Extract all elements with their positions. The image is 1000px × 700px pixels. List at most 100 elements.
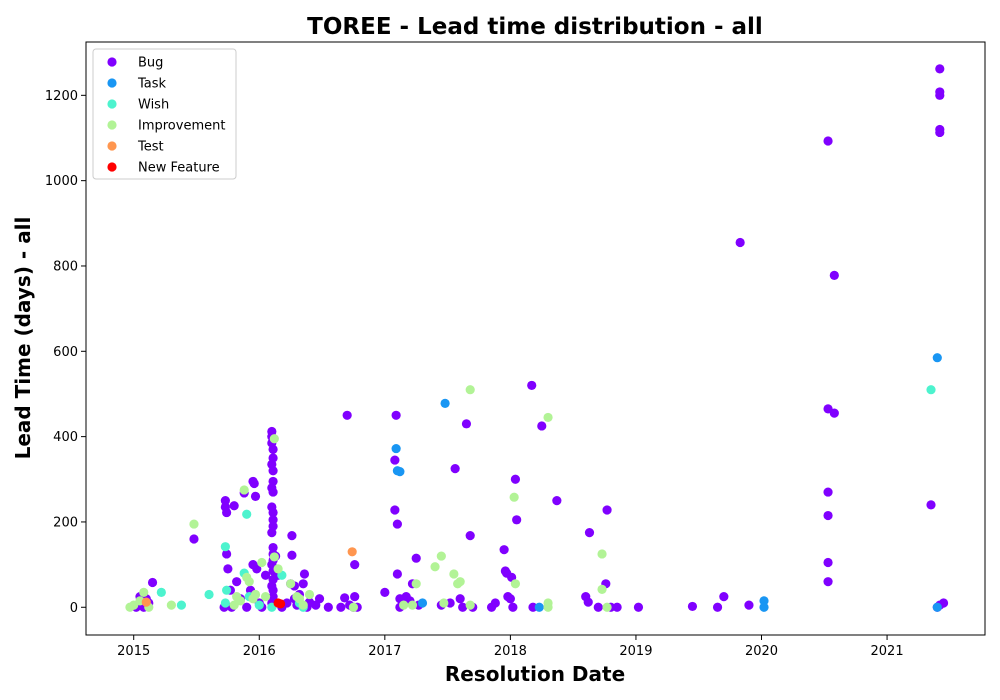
legend-label: New Feature [138,161,220,176]
data-point [391,410,401,420]
data-point [597,549,607,559]
data-point [250,491,261,501]
data-point [932,353,942,363]
data-point [512,515,522,525]
legend-marker [107,162,117,172]
data-point [399,600,409,610]
data-point [220,598,230,608]
legend-marker [107,141,117,151]
data-point [543,412,553,423]
data-point [286,579,296,589]
data-point [139,587,149,597]
data-point [508,602,518,612]
data-point [314,594,325,604]
data-point [823,136,833,146]
data-point [935,90,945,100]
data-point [430,562,440,572]
legend: Bug Task Wish Improvement Test New Feature [92,48,237,180]
x-tick-label: 2020 [745,644,778,659]
data-point [390,455,400,465]
data-point [222,549,232,559]
x-tick-label: 2021 [871,644,904,659]
data-point [543,602,553,612]
data-point [932,602,942,612]
data-point [465,600,475,610]
data-point [510,474,521,484]
data-point [455,594,465,604]
data-point [823,557,833,568]
y-tick-label: 800 [53,259,78,274]
legend-label: Wish [138,98,169,113]
x-tick-label: 2017 [368,644,401,659]
y-tick-label: 200 [53,515,78,530]
data-point [304,589,315,600]
data-point [268,585,278,595]
data-point [759,602,769,612]
data-point [534,602,544,612]
y-axis-title: Lead Time (days) - all [11,217,35,460]
series-1 [391,353,942,612]
data-point [823,487,833,497]
data-point [712,602,723,612]
data-point [287,550,297,560]
data-point [744,600,754,610]
data-point [926,385,936,395]
data-point [342,410,352,420]
data-point [141,597,151,607]
data-point [509,492,519,502]
data-point [350,560,360,570]
y-tick-label: 0 [70,601,78,616]
data-point [204,589,214,600]
data-point [719,592,729,602]
data-point [298,600,308,610]
data-point [299,569,310,579]
data-point [220,542,230,552]
data-point [395,467,405,477]
x-axis-ticks: 2015 2016 2017 2018 2019 2020 2021 [117,635,904,659]
legend-label: Test [137,140,164,155]
data-point [597,584,607,594]
data-point [455,577,465,587]
data-point [235,596,246,606]
data-point [267,528,277,538]
data-point [268,542,278,553]
x-tick-label: 2018 [494,644,527,659]
x-tick-label: 2019 [619,644,652,659]
data-point [465,385,475,395]
data-point [527,380,537,391]
data-point [687,601,698,612]
data-point [390,505,400,515]
x-tick-label: 2016 [243,644,276,659]
series-5 [273,598,286,609]
data-point [823,577,833,587]
data-point [220,496,230,506]
data-point [347,547,357,557]
data-point [147,577,158,588]
data-point [392,569,402,579]
legend-marker [107,99,117,109]
data-point [392,519,402,529]
data-point [829,408,839,418]
data-point [926,500,936,510]
data-point [268,444,278,455]
data-point [250,589,261,600]
data-point [537,421,547,431]
data-point [323,602,333,612]
data-point [229,501,239,511]
data-point [602,602,612,612]
data-point [239,485,249,495]
data-point [222,585,232,595]
y-axis-ticks: 0 200 400 600 800 1000 1200 [45,89,86,616]
data-point [340,593,350,603]
data-point [189,534,199,544]
data-point [440,398,450,408]
data-point [298,579,308,589]
x-axis-title: Resolution Date [445,662,625,686]
series-4 [141,547,357,607]
data-point [336,602,346,612]
data-point [759,596,769,606]
data-point [823,510,833,521]
data-point [735,237,745,248]
